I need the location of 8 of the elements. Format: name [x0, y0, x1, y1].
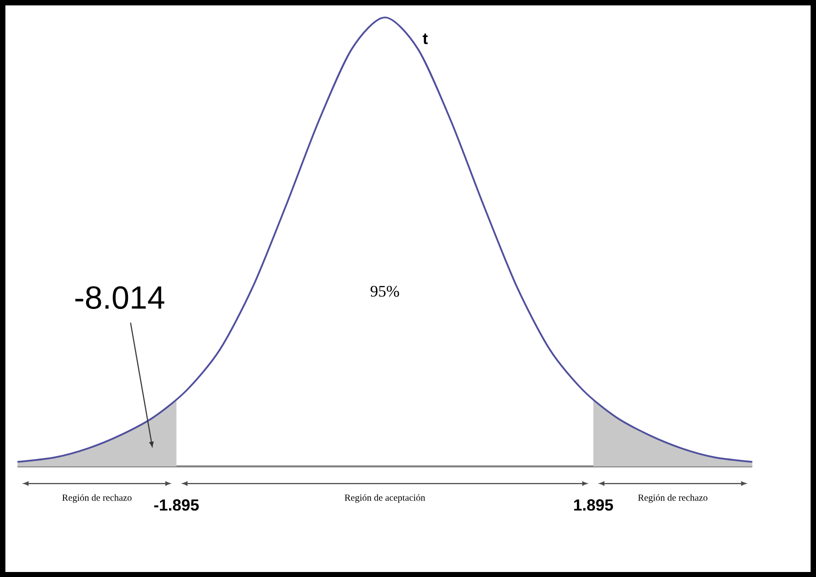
text: Región de rechazo [638, 494, 708, 503]
annotation: 95% [370, 286, 400, 297]
x-tick-label: 1.895 [574, 499, 613, 510]
text: Región de aceptación [344, 494, 426, 503]
annotation: -8.014 [75, 286, 164, 309]
text: Región de rechazo [62, 494, 132, 503]
series-label: t [422, 33, 428, 44]
x-tick-label: -1.895 [154, 499, 199, 510]
